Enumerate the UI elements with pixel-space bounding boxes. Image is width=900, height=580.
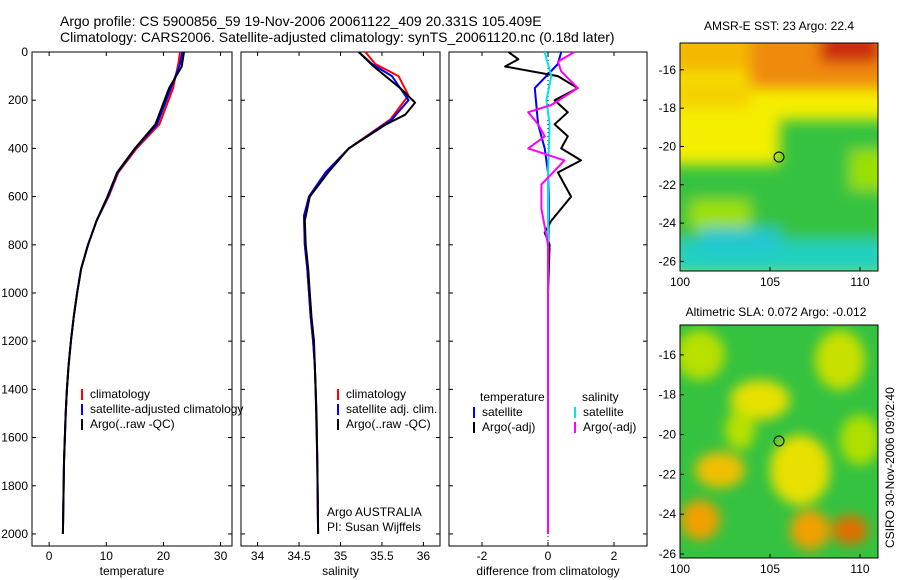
series-line-argo-raw-qc- xyxy=(303,51,417,535)
y-tick-label: -26 xyxy=(659,254,677,268)
x-tick-label: 34 xyxy=(251,549,265,563)
annotation-line: Argo AUSTRALIA xyxy=(327,505,422,519)
y-tick-label: 400 xyxy=(8,141,28,155)
x-tick-label: -2 xyxy=(477,549,488,563)
y-tick-label: 1200 xyxy=(1,334,28,348)
x-tick-label: 10 xyxy=(100,549,114,563)
x-axis-label: difference from climatology xyxy=(476,564,619,578)
plot-frame xyxy=(240,51,441,547)
x-tick-label: 105 xyxy=(760,562,780,576)
x-tick-label: 20 xyxy=(157,549,171,563)
x-tick-label: 110 xyxy=(850,562,869,576)
y-tick-label: -24 xyxy=(659,216,677,230)
legend-entry: satellite xyxy=(482,405,523,419)
x-tick-label: 110 xyxy=(850,275,869,289)
y-tick-label: 2000 xyxy=(1,527,28,541)
legend-entry: Argo(..raw -QC) xyxy=(346,417,431,431)
y-tick-label: -20 xyxy=(659,428,677,442)
y-tick-label: 200 xyxy=(8,93,28,107)
legend-title: salinity xyxy=(582,390,619,404)
series-line-satellite-adjusted-climatology xyxy=(61,51,184,535)
legend-title: temperature xyxy=(480,390,545,404)
x-tick-label: 35 xyxy=(334,549,348,563)
x-tick-label: 35.5 xyxy=(370,549,394,563)
y-tick-label: -18 xyxy=(659,388,677,402)
x-axis-label: temperature xyxy=(100,564,165,578)
x-tick-label: 2 xyxy=(611,549,618,563)
y-tick-label: -22 xyxy=(659,467,677,481)
y-tick-label: 1000 xyxy=(1,286,28,300)
legend-entry: satellite xyxy=(583,405,624,419)
series-line-satellite-adj-clim- xyxy=(303,51,410,535)
y-tick-label: 1400 xyxy=(1,382,28,396)
legend-entry: Argo(-adj) xyxy=(482,420,535,434)
annotation-line: PI: Susan Wijffels xyxy=(327,520,421,534)
sla-map: Altimetric SLA: 0.072 Argo: -0.012 100 10… xyxy=(659,305,879,576)
y-tick-label: -16 xyxy=(659,348,677,362)
sst-argo-marker xyxy=(773,151,785,163)
sst-map-title: AMSR-E SST: 23 Argo: 22.4 xyxy=(704,19,854,33)
plot-frame xyxy=(31,51,233,547)
y-tick-label: -18 xyxy=(659,101,677,115)
y-tick-label: -22 xyxy=(659,178,677,192)
x-tick-label: 36 xyxy=(417,549,431,563)
sst-map: AMSR-E SST: 23 Argo: 22.4 100 105 110 -16 -1… xyxy=(659,19,879,289)
y-tick-label: 0 xyxy=(21,45,28,59)
series-line-argo-raw-qc- xyxy=(61,51,185,535)
legend-entry: climatology xyxy=(90,387,150,401)
y-tick-label: -26 xyxy=(659,547,677,561)
legend-entry: Argo(..raw -QC) xyxy=(90,417,175,431)
x-tick-label: 100 xyxy=(670,562,690,576)
y-tick-label: -20 xyxy=(659,139,677,153)
series-line-climatology xyxy=(61,51,181,535)
temperature-profile: 0 10 20 30 0 200 400 600 800 1000 1200 1400 1600 1800… xyxy=(1,45,243,578)
x-axis-label: salinity xyxy=(322,564,359,578)
y-tick-label: 1600 xyxy=(1,431,28,445)
x-tick-label: 100 xyxy=(670,275,690,289)
salinity-profile: 34 34.5 35 35.5 36 salinity climatologysatelli… xyxy=(240,51,441,578)
x-tick-label: 0 xyxy=(46,549,53,563)
series-line-temperature-argo-adj- xyxy=(504,51,582,534)
y-tick-label: 600 xyxy=(8,190,28,204)
figure-title-line1: Argo profile: CS 5900856_59 19-Nov-2006 … xyxy=(60,13,542,29)
figure-title-line2: Climatology: CARS2006. Satellite-adjuste… xyxy=(60,29,615,45)
y-tick-label: 800 xyxy=(8,238,28,252)
x-tick-label: 105 xyxy=(760,275,780,289)
sla-argo-marker xyxy=(773,435,785,447)
legend-entry: Argo(-adj) xyxy=(583,420,636,434)
x-tick-label: 30 xyxy=(214,549,228,563)
series-line-climatology xyxy=(303,51,410,535)
legend-entry: climatology xyxy=(346,387,406,401)
legend-entry: satellite-adjusted climatology xyxy=(90,402,243,416)
legend-entry: satellite adj. clim. xyxy=(346,402,437,416)
x-tick-label: 0 xyxy=(545,549,552,563)
y-tick-label: -24 xyxy=(659,507,677,521)
sla-map-title: Altimetric SLA: 0.072 Argo: -0.012 xyxy=(686,305,867,319)
y-tick-label: -16 xyxy=(659,63,677,77)
side-label: CSIRO 30-Nov-2006 09:02:40 xyxy=(883,387,897,548)
x-tick-label: 34.5 xyxy=(287,549,311,563)
y-tick-label: 1800 xyxy=(1,479,28,493)
series-line-salinity-argo-adj- xyxy=(527,51,579,534)
